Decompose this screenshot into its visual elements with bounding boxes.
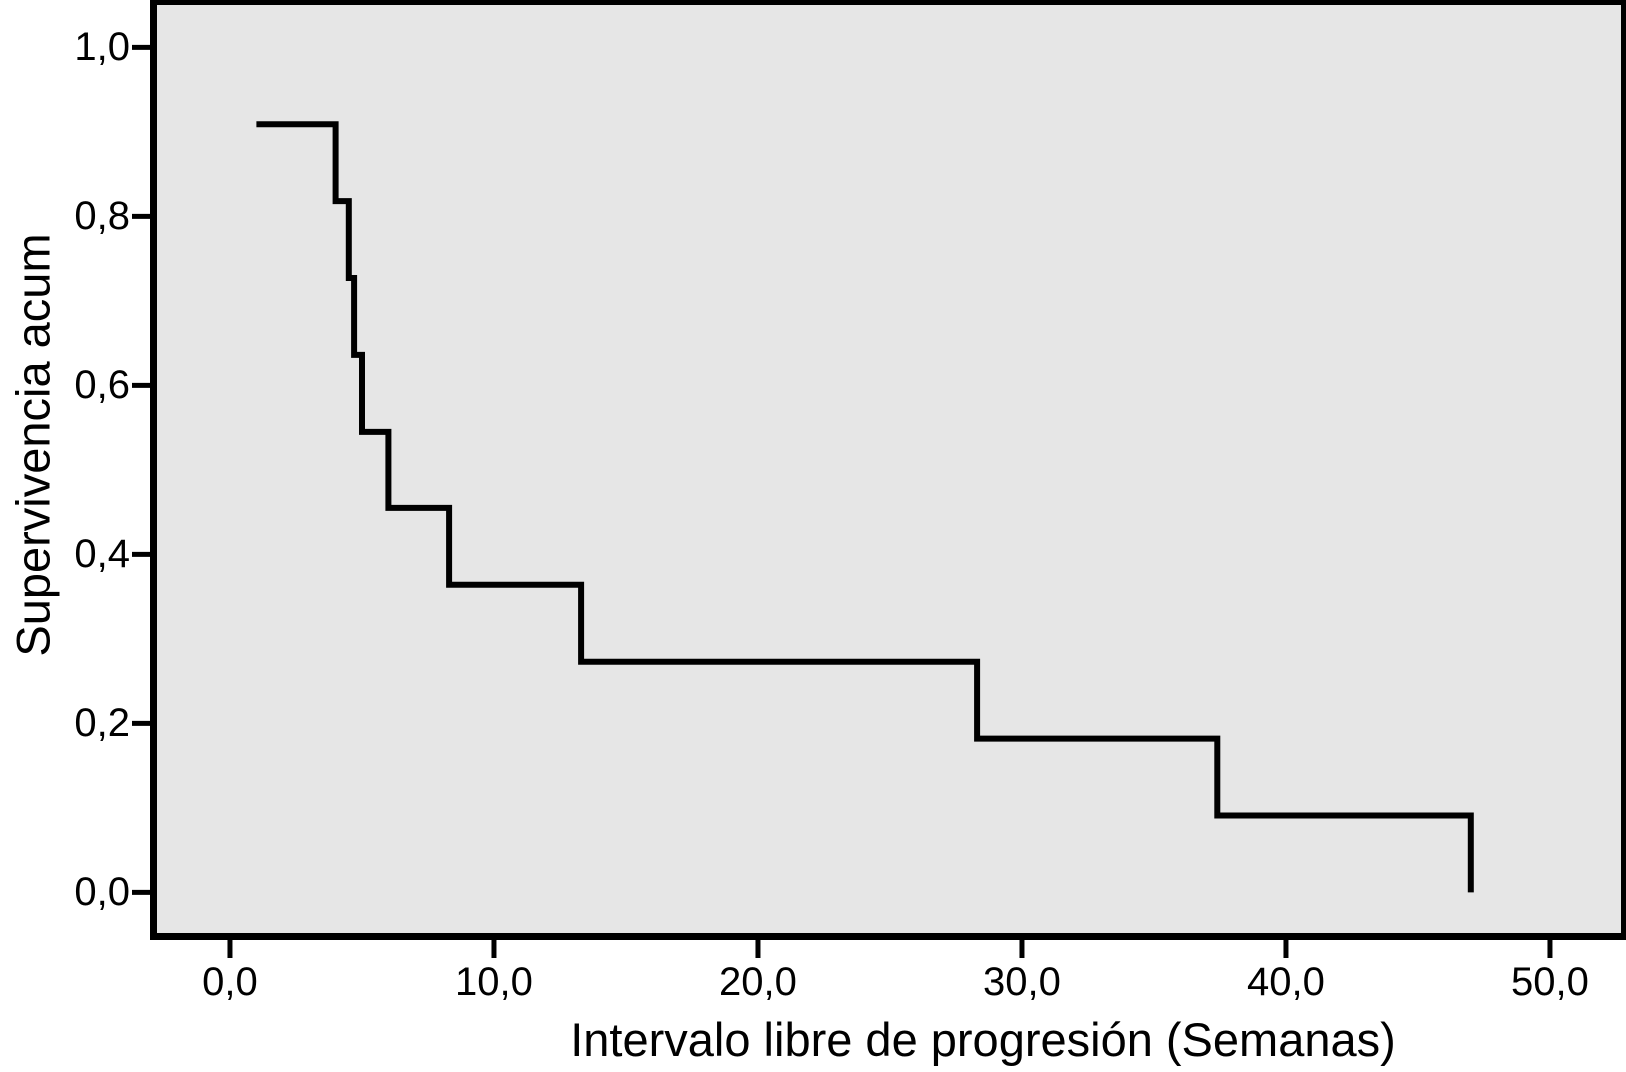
y-tick-label: 0,4: [74, 532, 130, 577]
plot-frame: [150, 0, 1626, 940]
y-tick-label: 0,6: [74, 363, 130, 408]
x-tick-label: 20,0: [719, 960, 797, 1004]
y-tick-label: 0,2: [74, 701, 130, 746]
y-tick-label: 0,0: [74, 870, 130, 915]
x-tick-label: 30,0: [983, 960, 1061, 1004]
y-tick-label: 0,8: [74, 194, 130, 239]
plot-background: [155, 0, 1626, 933]
x-tick-label: 50,0: [1511, 960, 1589, 1004]
y-tick-label: 1,0: [74, 25, 130, 70]
axis-tick-marks: [132, 44, 1553, 958]
x-tick-label: 0,0: [202, 960, 258, 1004]
x-axis-title: Intervalo libre de progresión (Semanas): [570, 1013, 1396, 1066]
survival-step-curve: [256, 121, 1474, 893]
x-tick-label: 10,0: [455, 960, 533, 1004]
x-tick-label: 40,0: [1247, 960, 1325, 1004]
y-axis-title: Supervivencia acum: [6, 233, 60, 657]
